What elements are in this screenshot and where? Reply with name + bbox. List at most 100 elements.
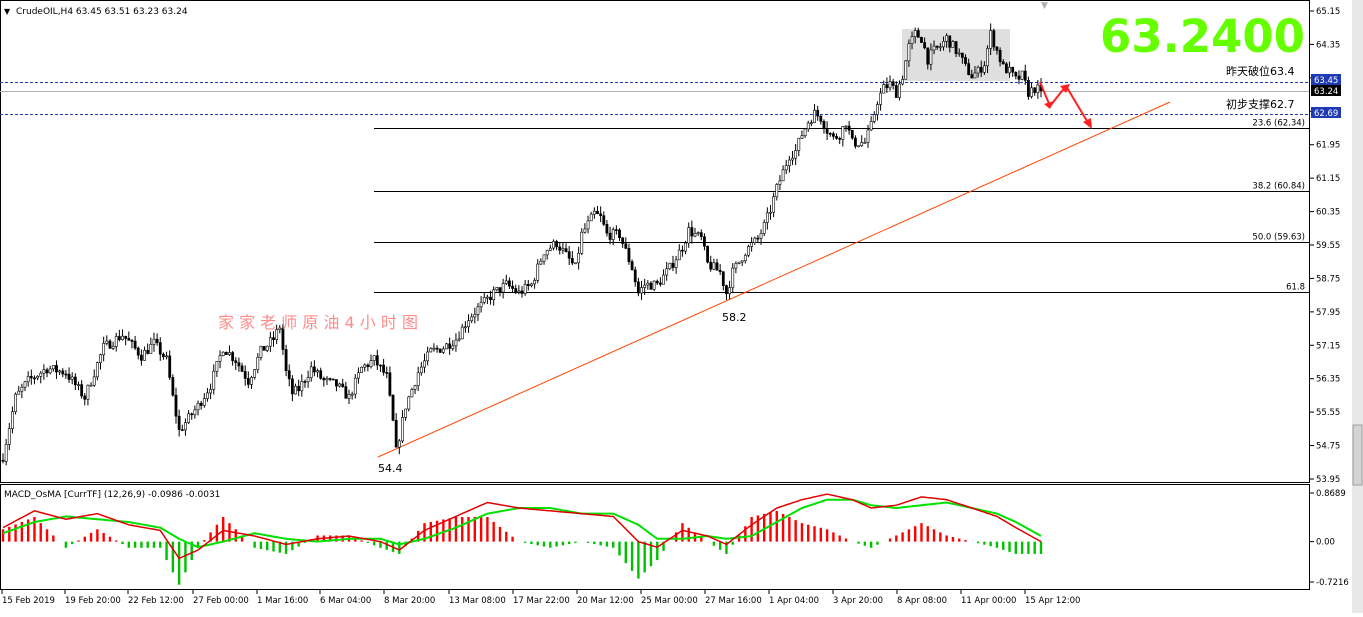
macd-histogram-bar — [184, 541, 187, 573]
candle-body — [866, 129, 870, 143]
candle-body — [504, 280, 508, 284]
time-tick-label: 1 Apr 04:00 — [769, 596, 819, 606]
macd-tick-label: -0.7216 — [1316, 578, 1349, 588]
candle-body — [860, 142, 864, 147]
macd-histogram-bar — [586, 541, 590, 543]
macd-histogram-bar — [794, 520, 797, 542]
candle-body — [548, 247, 552, 251]
candle-body — [907, 43, 911, 62]
macd-histogram-bar — [115, 540, 118, 542]
candle-body — [677, 249, 681, 261]
candle-body — [435, 347, 439, 350]
candle-body — [765, 212, 769, 223]
macd-histogram-bar — [196, 541, 200, 548]
candle-body — [256, 357, 260, 370]
candle-body — [202, 398, 206, 406]
candle-body — [756, 237, 760, 240]
macd-histogram-bar — [649, 541, 653, 567]
candle-body — [294, 385, 297, 395]
macd-histogram-bar — [599, 541, 602, 546]
candle-body — [806, 122, 810, 130]
macd-histogram-bar — [561, 541, 565, 546]
candle-body — [80, 384, 84, 397]
candle-body — [627, 248, 631, 262]
candle-body — [353, 377, 357, 395]
macd-histogram-bar — [888, 538, 892, 542]
candle-body — [33, 377, 36, 380]
candle-body — [265, 345, 269, 351]
macd-histogram-bar — [983, 541, 986, 545]
arrow-head-1 — [1044, 101, 1054, 109]
candle-body — [441, 348, 445, 353]
candle-body — [36, 375, 40, 379]
time-tick-label: 25 Mar 00:00 — [641, 596, 698, 606]
macd-histogram-bar — [593, 541, 596, 545]
candle-body — [602, 215, 606, 225]
price-tick-label: 61.15 — [1316, 174, 1340, 184]
macd-histogram-bar — [895, 535, 898, 542]
candle-body — [4, 444, 8, 462]
macd-histogram-bar — [498, 526, 502, 542]
macd-histogram-bar — [995, 541, 999, 548]
macd-histogram-bar — [215, 524, 219, 542]
macd-histogram-bar — [951, 537, 955, 542]
candle-body — [495, 287, 499, 291]
candle-body — [699, 232, 703, 237]
macd-histogram-bar — [89, 533, 93, 542]
price-tick-label: 64.35 — [1316, 40, 1340, 50]
macd-histogram-bar — [83, 536, 86, 542]
macd-title: MACD_OsMA [CurrTF] (12,26,9) -0.0986 -0.… — [4, 490, 220, 500]
macd-histogram-bar — [102, 533, 105, 542]
macd-histogram-bar — [108, 536, 112, 542]
candle-body — [426, 351, 430, 362]
candle-body — [989, 30, 993, 49]
price-tick-label: 58.75 — [1316, 274, 1340, 284]
candle-body — [621, 237, 625, 244]
candle-body — [316, 370, 319, 373]
candle-body — [570, 258, 574, 264]
candle-body — [158, 342, 162, 355]
candle-body — [725, 285, 728, 295]
candle-body — [894, 85, 898, 98]
candle-body — [1027, 80, 1030, 97]
candle-body — [762, 222, 766, 234]
candle-body — [781, 169, 785, 182]
candle-body — [64, 373, 68, 376]
candle-body — [448, 343, 452, 349]
macd-histogram-bar — [807, 524, 810, 542]
candle-body — [275, 329, 279, 340]
candle-body — [111, 346, 115, 349]
candle-body — [268, 337, 272, 347]
candle-body — [105, 340, 109, 344]
candle-body — [728, 287, 732, 295]
scrollbar-thumb[interactable] — [1352, 424, 1363, 486]
macd-histogram-bar — [511, 536, 514, 542]
candle-body — [822, 121, 826, 129]
candle-body — [945, 35, 949, 42]
collapse-triangle-icon[interactable]: ▼ — [4, 7, 11, 16]
macd-histogram-bar — [643, 541, 646, 573]
macd-histogram-bar — [756, 515, 760, 542]
macd-histogram-bar — [819, 527, 823, 542]
candle-body — [20, 386, 24, 392]
candle-body — [530, 283, 533, 287]
candle-body — [416, 372, 420, 386]
macd-histogram-bar — [687, 527, 690, 542]
macd-histogram-bar — [630, 541, 634, 571]
right-scrollbar[interactable] — [1352, 0, 1363, 613]
time-axis[interactable]: 15 Feb 2019 19 Feb 20:00 22 Feb 12:00 27 Fe… — [1, 590, 1080, 606]
macd-histogram-bar — [505, 531, 508, 542]
fib-label: 23.6 (62.34) — [1252, 119, 1305, 129]
candle-body — [457, 338, 461, 341]
macd-histogram-bar — [932, 529, 936, 542]
candle-body — [322, 378, 326, 381]
candle-body — [272, 337, 275, 340]
candle-body — [196, 402, 200, 411]
macd-histogram-bar — [77, 540, 80, 542]
candle-body — [910, 36, 914, 44]
candle-body — [681, 249, 684, 252]
candle-body — [55, 365, 58, 373]
time-tick-label: 17 Mar 22:00 — [513, 596, 570, 606]
candle-body — [331, 378, 335, 381]
